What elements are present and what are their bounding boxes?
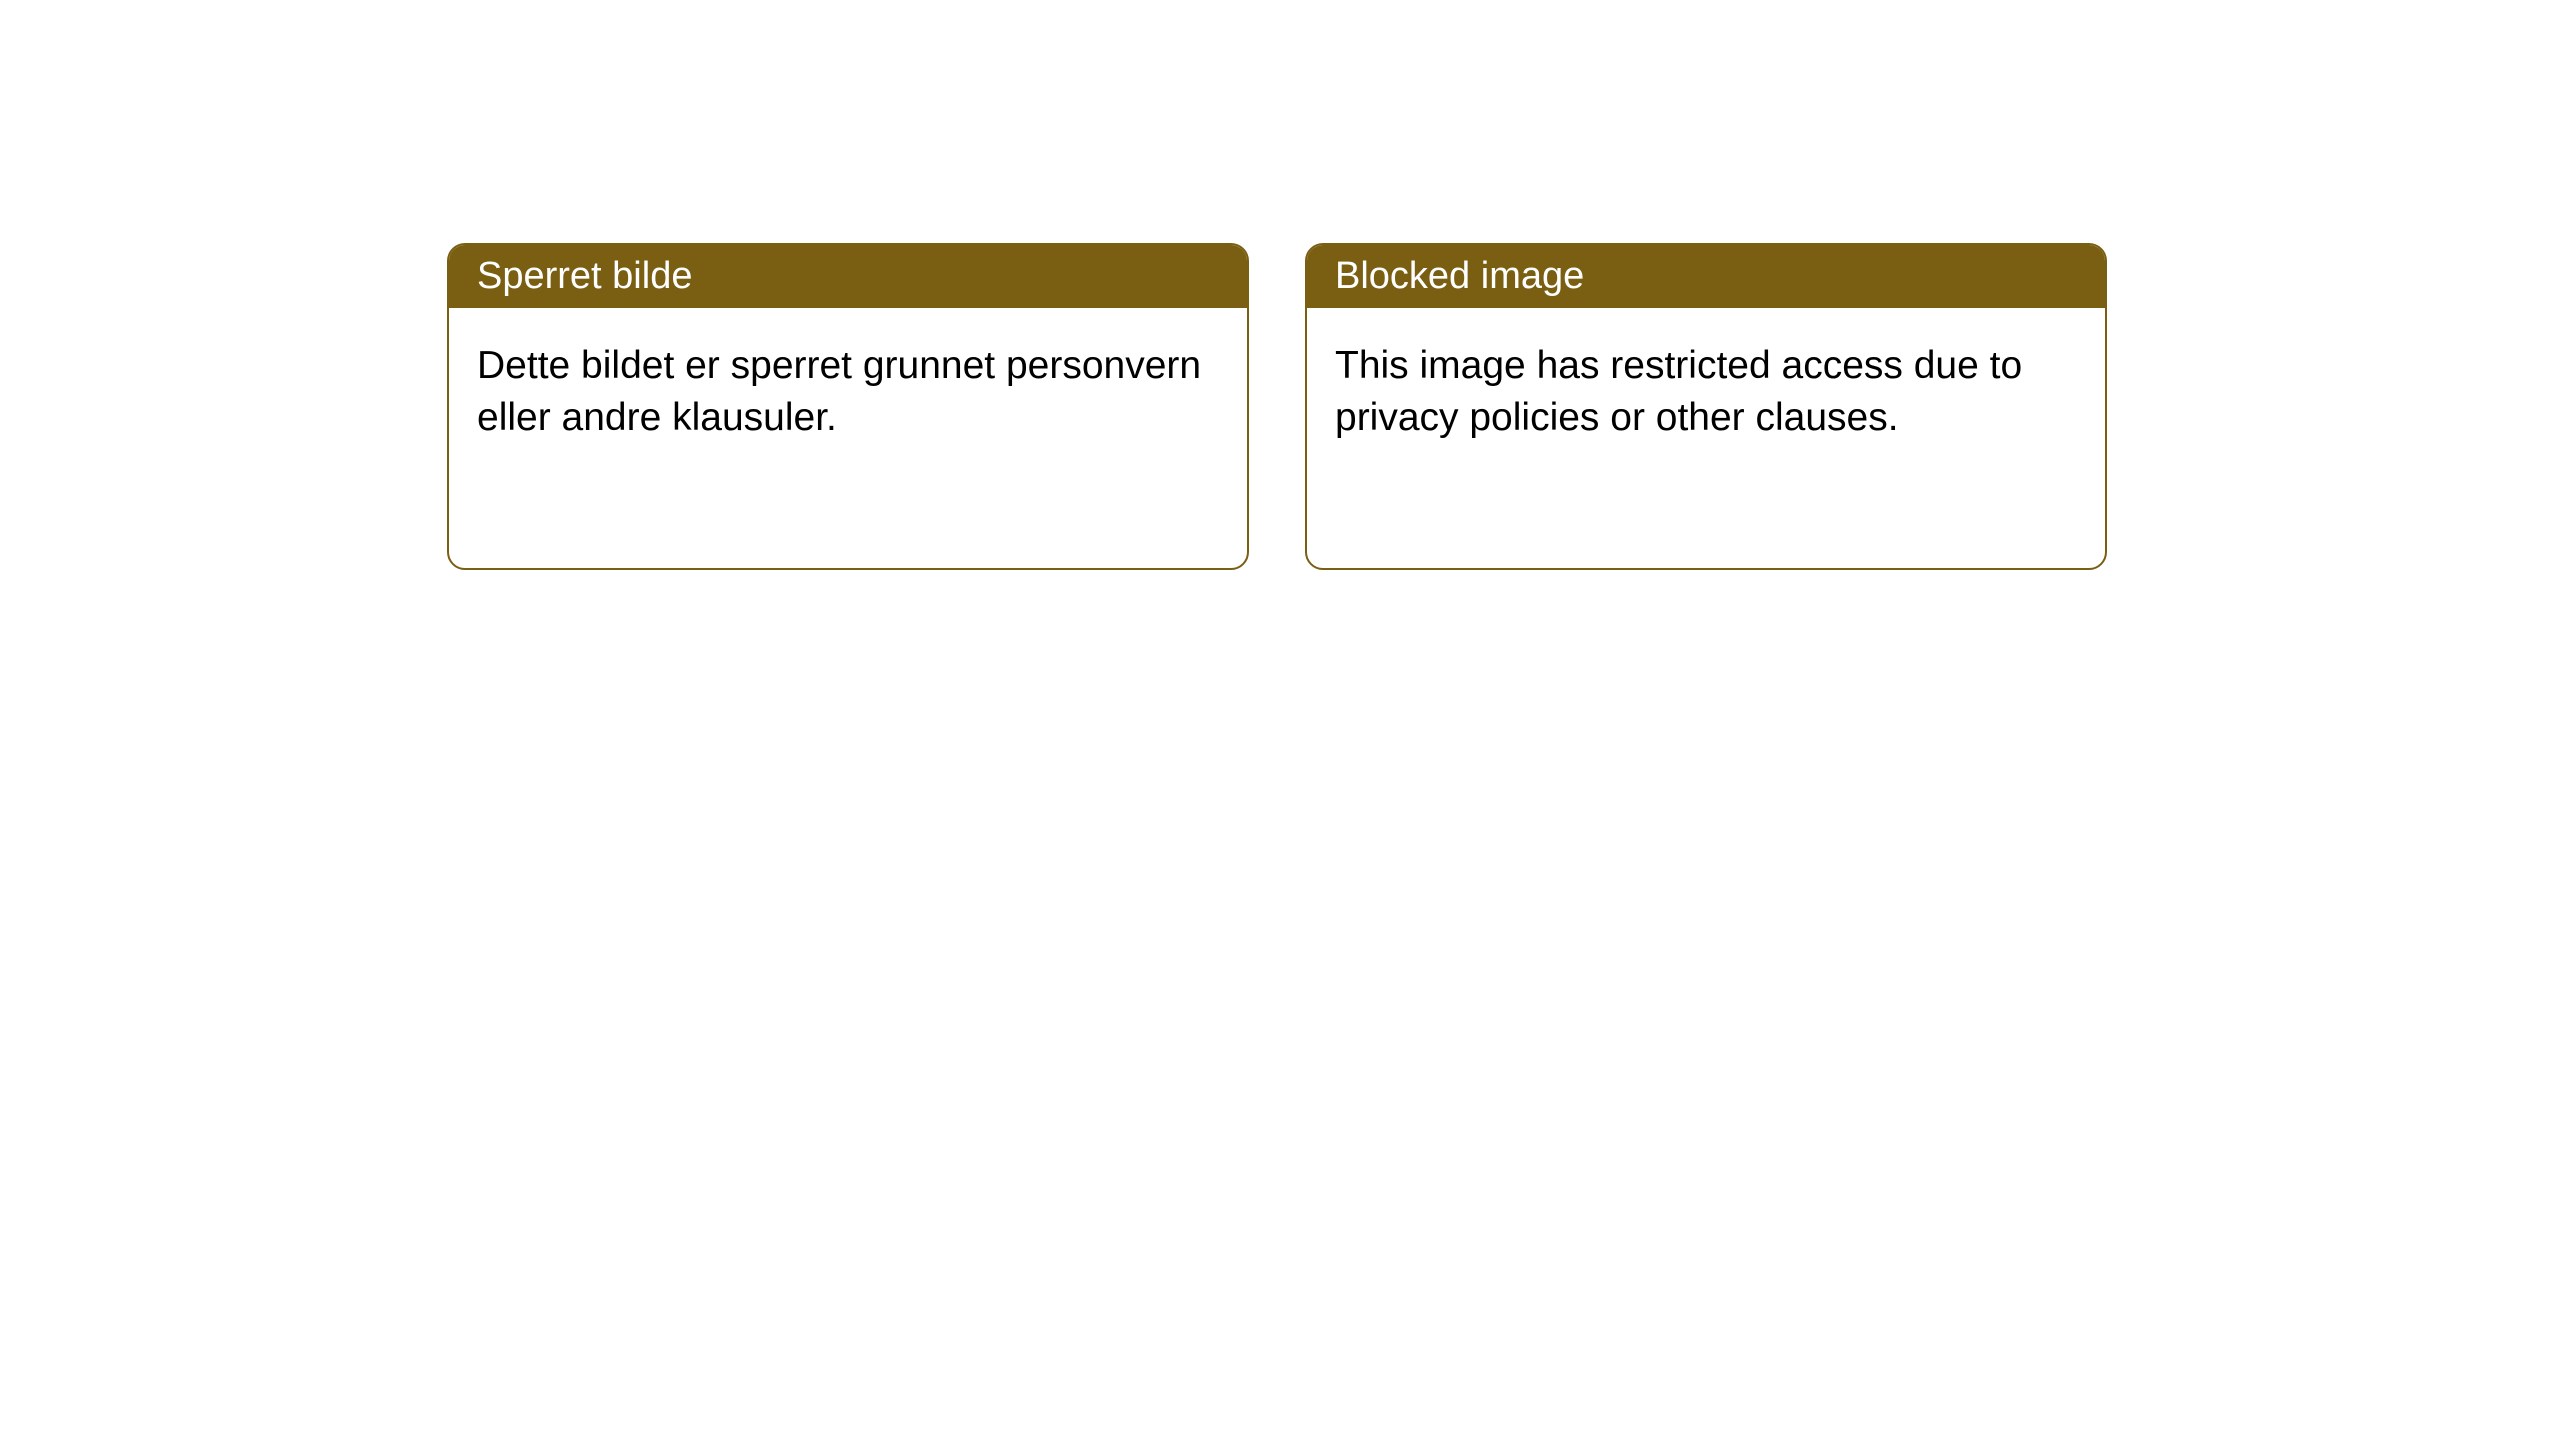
card-header-text: Blocked image [1335, 255, 1584, 297]
card-body-text: Dette bildet er sperret grunnet personve… [477, 344, 1201, 439]
notice-card-english: Blocked image This image has restricted … [1305, 243, 2107, 570]
card-body-text: This image has restricted access due to … [1335, 344, 2022, 439]
notice-card-norwegian: Sperret bilde Dette bildet er sperret gr… [447, 243, 1249, 570]
card-body: This image has restricted access due to … [1307, 308, 2105, 568]
card-body: Dette bildet er sperret grunnet personve… [449, 308, 1247, 568]
card-header-text: Sperret bilde [477, 255, 692, 297]
notice-card-container: Sperret bilde Dette bildet er sperret gr… [447, 243, 2107, 570]
card-header: Blocked image [1307, 245, 2105, 308]
card-header: Sperret bilde [449, 245, 1247, 308]
